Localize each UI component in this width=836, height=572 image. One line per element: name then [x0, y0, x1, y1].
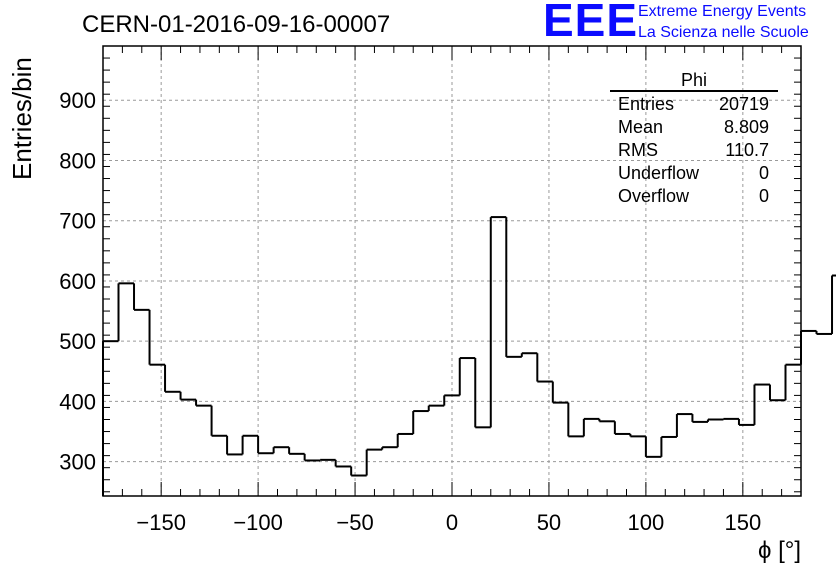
y-tick-label: 800 — [59, 148, 96, 173]
x-tick-label: −100 — [233, 510, 283, 535]
x-tick-label: 150 — [724, 510, 761, 535]
y-tick-label: 500 — [59, 329, 96, 354]
stats-row-value: 110.7 — [725, 140, 769, 160]
tick-labels: −150 −100 −50 0 50 100 150 300 400 500 600 700 800 90… — [59, 88, 761, 535]
stats-rows: Entries 20719 Mean 8.809 RMS 110.7 Underflow 0 O… — [618, 94, 769, 206]
stats-row-label: Overflow — [618, 186, 690, 206]
logo-line-2: La Scienza nelle Scuole — [638, 24, 809, 41]
stats-title: Phi — [681, 70, 707, 90]
eee-logo: EEE Extreme Energy Events La Scienza nel… — [543, 0, 833, 46]
stats-row-label: Underflow — [618, 163, 700, 183]
stats-row-value: 8.809 — [724, 117, 769, 137]
y-tick-label: 300 — [59, 450, 96, 475]
stats-row-value: 20719 — [719, 94, 769, 114]
x-tick-label: −50 — [336, 510, 373, 535]
grid — [103, 46, 801, 496]
y-tick-label: 400 — [59, 389, 96, 414]
y-tick-label: 700 — [59, 209, 96, 234]
stats-row-label: Entries — [618, 94, 674, 114]
stats-row-value: 0 — [759, 163, 769, 183]
stats-row-value: 0 — [759, 186, 769, 206]
stats-row-label: Mean — [618, 117, 663, 137]
x-axis-label: ϕ [°] — [758, 537, 801, 564]
eee-logo-mark: EEE — [543, 0, 639, 46]
chart-title: CERN-01-2016-09-16-00007 — [82, 11, 390, 38]
y-tick-label: 900 — [59, 88, 96, 113]
stats-row-label: RMS — [618, 140, 658, 160]
logo-line-1: Extreme Energy Events — [638, 3, 807, 20]
x-tick-label: −150 — [136, 510, 186, 535]
stats-box: Phi Entries 20719 Mean 8.809 RMS 110.7 Underfl… — [610, 70, 778, 206]
axis-ticks — [102, 46, 802, 496]
x-tick-label: 50 — [537, 510, 561, 535]
x-tick-label: 0 — [446, 510, 458, 535]
x-tick-label: 100 — [628, 510, 665, 535]
y-tick-label: 600 — [59, 269, 96, 294]
y-axis-label: Entries/bin — [7, 57, 37, 180]
